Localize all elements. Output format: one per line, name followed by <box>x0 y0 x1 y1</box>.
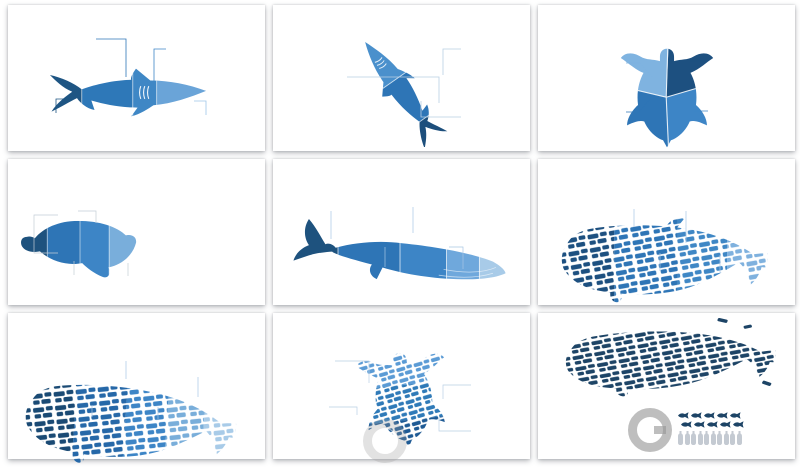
slide-thumbnail-7[interactable] <box>8 313 265 466</box>
stat-label <box>92 341 162 349</box>
fish-icon <box>720 421 731 428</box>
fish-icon <box>678 412 689 419</box>
turtle-artwork <box>620 48 714 148</box>
stat-label <box>463 421 525 422</box>
slide-thumbnail-2[interactable] <box>273 5 530 151</box>
shark-artwork <box>350 35 452 147</box>
slide-thumbnail-9[interactable] <box>538 313 795 459</box>
fish-icon <box>691 412 702 419</box>
bottle-icon <box>704 431 709 445</box>
stat-label <box>175 117 239 125</box>
fish-icon-row <box>678 412 741 419</box>
stat-label <box>546 101 622 102</box>
stat-label <box>106 278 152 279</box>
bottle-icon <box>710 431 716 445</box>
whale-artwork <box>293 219 506 280</box>
bottle-icon <box>730 431 735 445</box>
stat-label <box>373 191 443 199</box>
stat-label <box>710 101 786 102</box>
stat-label <box>287 347 357 348</box>
slide-thumbnail-6[interactable] <box>538 159 795 305</box>
stat-label <box>147 45 211 53</box>
bottle-icon <box>717 431 722 445</box>
about-facts-block <box>160 211 254 216</box>
slide-thumbnail-5[interactable] <box>273 159 530 305</box>
stat-label <box>158 355 230 363</box>
stat-label <box>672 274 736 282</box>
stat-label <box>74 193 118 194</box>
bottle-icon-row <box>678 431 742 445</box>
whale-artwork <box>23 380 240 466</box>
fish-icon <box>730 412 741 419</box>
slide-thumbnail-3[interactable] <box>538 5 795 151</box>
stat-label <box>546 53 622 54</box>
stat-label <box>407 271 477 279</box>
watermark-echo-ring <box>363 419 407 463</box>
stat-label <box>52 277 98 278</box>
stat-label <box>710 53 786 54</box>
stat-label <box>63 31 127 39</box>
dolphin-artwork <box>561 215 768 303</box>
bottle-icon <box>678 431 683 445</box>
stat-label <box>285 397 355 398</box>
stray-plastic-pieces <box>717 317 772 386</box>
fish-icon <box>694 421 705 428</box>
turtle-artwork <box>21 220 137 278</box>
bottle-icon <box>736 431 742 445</box>
bottle-icon <box>723 431 729 445</box>
fish-icon <box>681 421 692 428</box>
shark-artwork <box>49 68 207 117</box>
fish-icon <box>707 421 718 428</box>
stat-label <box>122 419 194 427</box>
stat-label <box>16 199 60 200</box>
stat-label <box>463 41 521 42</box>
bottle-icon <box>691 431 696 445</box>
stat-label <box>463 109 521 110</box>
fish-icon <box>704 412 715 419</box>
fish-icon <box>733 421 744 428</box>
stat-label <box>26 115 90 123</box>
bottle-icon <box>684 431 690 445</box>
stat-label <box>463 373 525 374</box>
slide-thumbnail-1[interactable] <box>8 5 265 151</box>
slide-thumbnail-4[interactable] <box>8 159 265 305</box>
bottle-icon <box>697 431 703 445</box>
stat-label <box>283 63 347 64</box>
shark-gills <box>138 85 150 100</box>
fish-icon-row <box>681 421 744 428</box>
fish-icon <box>717 412 728 419</box>
whale-artwork <box>564 317 778 397</box>
stat-label <box>640 189 700 197</box>
